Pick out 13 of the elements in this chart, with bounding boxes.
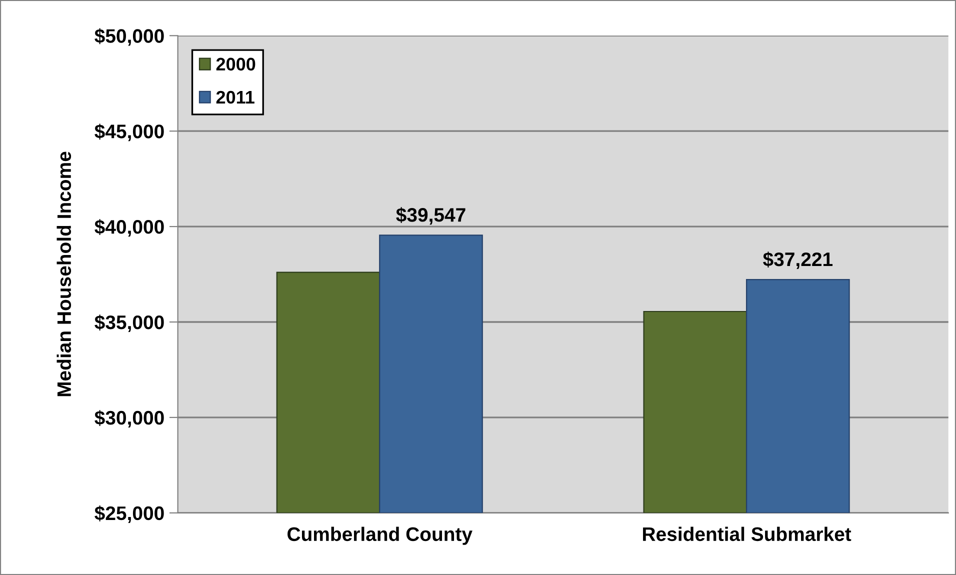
legend-label: 2000 bbox=[216, 58, 256, 71]
y-tick-label: $30,000 bbox=[94, 410, 164, 428]
data-label: $39,547 bbox=[396, 207, 466, 225]
y-tick-label: $25,000 bbox=[94, 506, 164, 523]
y-tick-label: $40,000 bbox=[94, 219, 164, 237]
y-tick-label: $50,000 bbox=[94, 28, 164, 46]
x-tick-label: Cumberland County bbox=[288, 526, 472, 545]
y-tick-label: $45,000 bbox=[94, 124, 164, 142]
y-tick-label: $35,000 bbox=[94, 314, 164, 332]
y-axis-title: Median Household Income bbox=[56, 152, 72, 396]
legend-label: 2011 bbox=[216, 90, 254, 104]
x-tick-label: Residential Submarket bbox=[643, 526, 852, 542]
data-label: $37,221 bbox=[763, 252, 833, 270]
